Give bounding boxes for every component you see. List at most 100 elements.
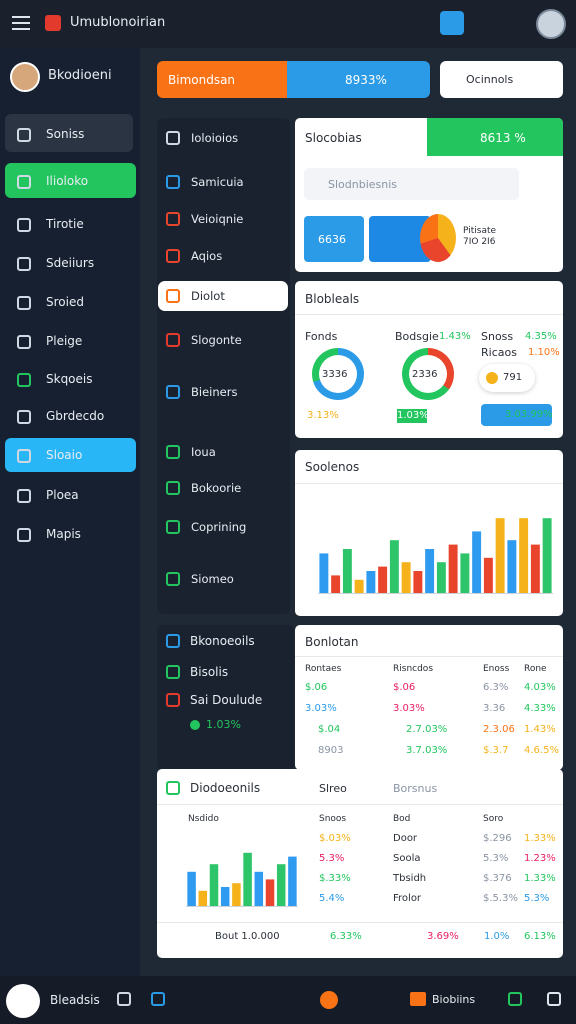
- table-cell: $.04: [318, 724, 341, 735]
- status-dot: [190, 720, 200, 730]
- nav-item[interactable]: Veioiqnie: [191, 212, 244, 226]
- table-cell: 1.33%: [524, 873, 556, 884]
- bar: [232, 883, 241, 906]
- table-cell: 3.03%: [305, 703, 337, 714]
- icon: [17, 218, 31, 232]
- sidebar-item[interactable]: Ploea: [46, 488, 79, 502]
- nav-item[interactable]: Siomeo: [191, 572, 234, 586]
- nav-active: [5, 163, 136, 198]
- table-cell: 8903: [318, 745, 344, 756]
- bottom-label[interactable]: Bleadsis: [50, 993, 100, 1007]
- app-title[interactable]: Umublonoirian: [70, 15, 166, 30]
- bar: [389, 540, 399, 593]
- sidebar-item[interactable]: Mapis: [46, 527, 81, 541]
- search-label: Bimondsan: [168, 73, 236, 87]
- divider: [157, 922, 563, 923]
- nav-item[interactable]: Bokoorie: [191, 481, 242, 495]
- card-title: Soolenos: [305, 460, 360, 474]
- bar: [436, 562, 446, 593]
- notify-dot[interactable]: [320, 991, 338, 1009]
- icon: [166, 693, 180, 707]
- bar: [220, 887, 230, 906]
- icon: [117, 992, 131, 1006]
- axis-line: [318, 593, 553, 594]
- sidebar-item[interactable]: Sroied: [46, 295, 84, 309]
- icon: [166, 333, 180, 347]
- sidebar-item[interactable]: Soniss: [46, 127, 85, 141]
- bar: [519, 518, 529, 593]
- sidebar-item[interactable]: Pleige: [46, 334, 83, 348]
- bag-icon: [410, 992, 426, 1006]
- bar-chart: [187, 852, 297, 906]
- nav-item[interactable]: Ioua: [191, 445, 216, 459]
- action-button[interactable]: [440, 11, 464, 35]
- badge-value: 3.03.99%: [505, 409, 553, 420]
- axis-line: [186, 906, 298, 907]
- sidebar-item[interactable]: Tirotie: [46, 217, 84, 231]
- sidebar-item[interactable]: Ilioloko: [46, 174, 89, 188]
- table-cell: $.06: [393, 682, 416, 693]
- overview-green: [427, 118, 563, 156]
- table-card: [295, 625, 563, 770]
- tab[interactable]: Borsnus: [393, 782, 438, 795]
- table-cell: $.376: [483, 873, 512, 884]
- nav-item[interactable]: Sai Doulude: [190, 693, 263, 707]
- table-cell: 3.7.03%: [406, 745, 448, 756]
- ring-label: Fonds: [305, 330, 338, 343]
- nav-item[interactable]: Aqios: [191, 249, 223, 263]
- avatar[interactable]: [536, 9, 566, 39]
- nav-item[interactable]: Bieiners: [191, 385, 238, 399]
- bar: [542, 518, 552, 593]
- bar: [276, 864, 286, 906]
- divider: [295, 483, 563, 484]
- nav-item[interactable]: Coprining: [191, 520, 247, 534]
- section-title: Bkonoeoils: [190, 634, 255, 648]
- bar: [198, 890, 208, 906]
- sidebar-item[interactable]: Skqoeis: [46, 372, 93, 386]
- search-label: Ocinnols: [466, 73, 514, 86]
- nav-panel: [157, 118, 290, 614]
- nav-item[interactable]: Ioloioios: [191, 131, 239, 145]
- top-bar: [0, 0, 576, 48]
- bar: [254, 871, 264, 906]
- icon: [17, 410, 31, 424]
- bar: [331, 575, 341, 593]
- table-cell: $.3.7: [483, 745, 509, 756]
- bar: [460, 553, 470, 593]
- nav-item[interactable]: Samicuia: [191, 175, 244, 189]
- search-secondary[interactable]: [440, 61, 563, 98]
- badge: [481, 404, 552, 426]
- bar: [530, 544, 540, 593]
- bar: [319, 553, 329, 593]
- table-cell: 6.3%: [483, 682, 509, 693]
- table-cell: $.03%: [319, 833, 351, 844]
- nav-item[interactable]: Bisolis: [190, 665, 229, 679]
- tile-value: 6636: [318, 233, 346, 246]
- bar: [378, 566, 388, 593]
- nav-item[interactable]: Diolot: [191, 289, 225, 303]
- sidebar-item[interactable]: Sdeiiurs: [46, 256, 95, 270]
- ring-caption: 3.13%: [307, 410, 339, 421]
- icon: [166, 175, 180, 189]
- bar: [366, 571, 376, 593]
- bottom-label[interactable]: Biobiins: [432, 993, 476, 1006]
- bar: [265, 879, 275, 906]
- icon: [166, 212, 180, 226]
- bar: [401, 562, 411, 593]
- search-value-box: [287, 61, 430, 98]
- column-header: Snoos: [319, 814, 347, 824]
- nav-item[interactable]: Slogonte: [191, 333, 242, 347]
- sidebar-item[interactable]: Gbrdecdo: [46, 409, 105, 423]
- column-header: Risncdos: [393, 664, 434, 674]
- icon: [166, 289, 180, 303]
- overview-search[interactable]: [304, 168, 519, 200]
- tab[interactable]: Slreo: [319, 782, 347, 795]
- bar-chart: [319, 518, 552, 593]
- divider: [295, 314, 563, 315]
- ring-value: 3336: [322, 369, 348, 380]
- card-title: Bonlotan: [305, 635, 359, 649]
- sidebar-item[interactable]: Sloaio: [46, 448, 83, 462]
- search-primary[interactable]: [157, 61, 289, 98]
- store-icon[interactable]: [6, 984, 40, 1018]
- table-cell: 1.23%: [524, 853, 556, 864]
